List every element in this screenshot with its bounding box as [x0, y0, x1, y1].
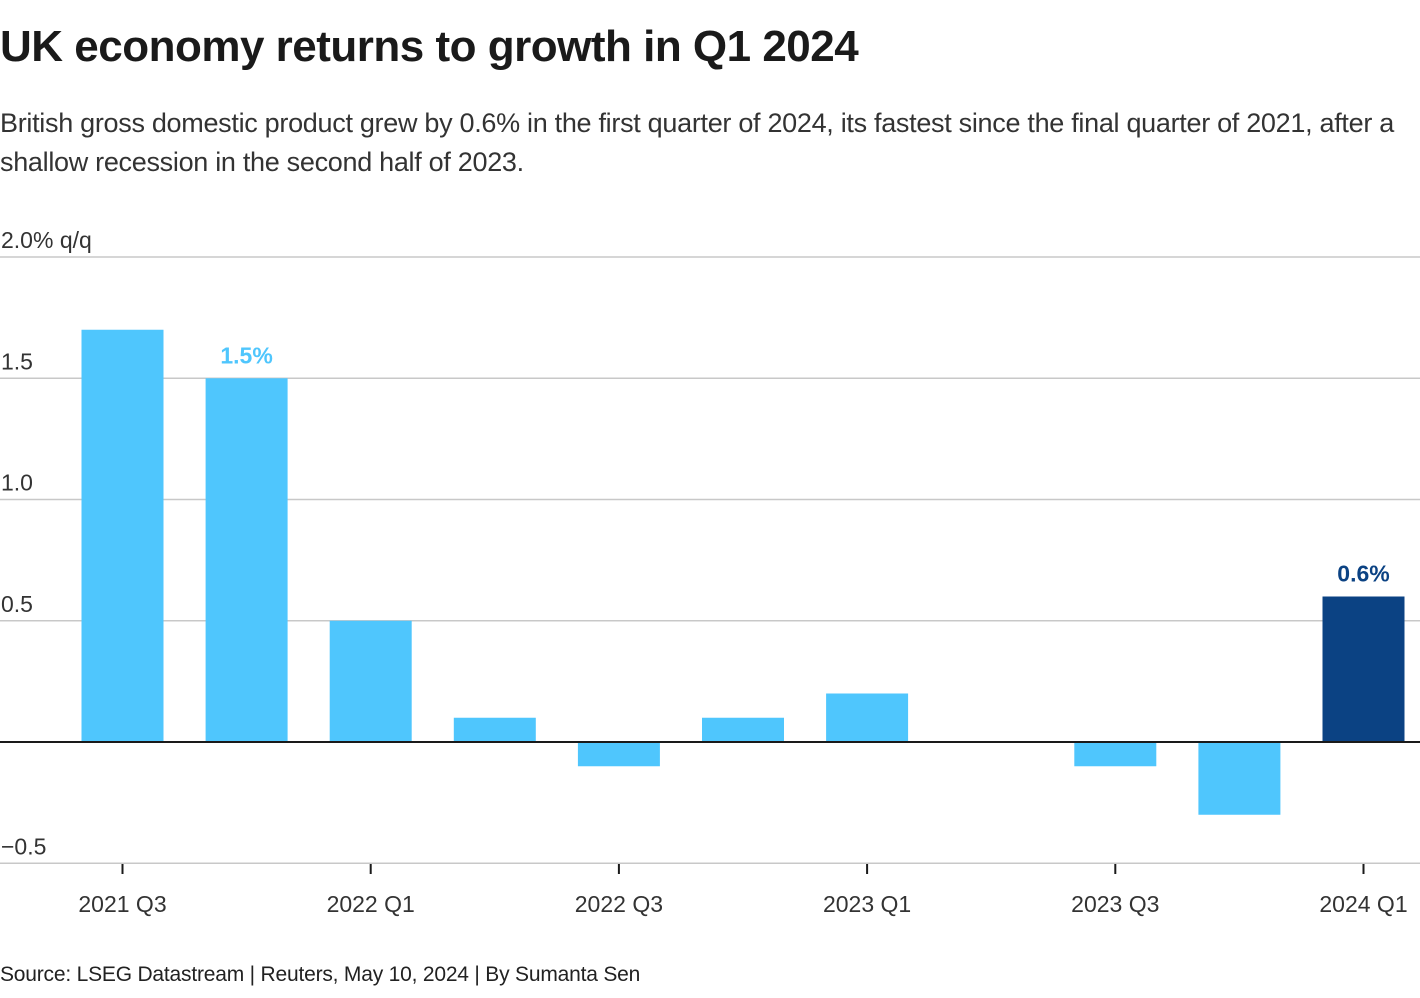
x-axis: 2021 Q3 2022 Q1 2022 Q3 2023 Q1 2023 Q3 2024 … [78, 864, 1408, 917]
bar-2023-q3 [1074, 742, 1157, 767]
x-tick-label: 2024 Q1 [1319, 891, 1407, 917]
data-labels: 1.5% 0.6% [220, 342, 1389, 586]
bars [81, 329, 1405, 815]
y-tick-label: 1.0 [1, 470, 33, 496]
y-tick-label: 0.5 [1, 591, 33, 617]
bar-2022-q3 [577, 742, 660, 767]
bar-2023-q4 [1198, 742, 1281, 815]
y-tick-label: 2.0% q/q [1, 227, 92, 253]
data-label: 1.5% [220, 342, 272, 368]
bar-2021-q4 [205, 378, 288, 742]
y-tick-label: 1.5 [1, 348, 33, 374]
chart-title: UK economy returns to growth in Q1 2024 [0, 22, 859, 71]
data-label: 0.6% [1337, 561, 1389, 587]
bar-2022-q1 [329, 620, 412, 742]
chart-subtitle: British gross domestic product grew by 0… [0, 108, 1394, 177]
bar-2022-q2 [453, 717, 536, 742]
x-tick-label: 2023 Q3 [1071, 891, 1159, 917]
bar-2023-q1 [826, 693, 909, 742]
bar-2021-q3 [81, 329, 164, 742]
source-footer: Source: LSEG Datastream | Reuters, May 1… [0, 963, 641, 986]
bar-2024-q1 [1322, 596, 1405, 742]
y-axis-labels: 2.0% q/q 1.5 1.0 0.5 −0.5 [1, 227, 92, 859]
x-tick-label: 2023 Q1 [823, 891, 911, 917]
y-tick-label: −0.5 [1, 833, 46, 859]
bar-2022-q4 [702, 717, 784, 742]
x-tick-label: 2022 Q1 [327, 891, 415, 917]
x-tick-label: 2022 Q3 [575, 891, 663, 917]
x-tick-label: 2021 Q3 [78, 891, 166, 917]
